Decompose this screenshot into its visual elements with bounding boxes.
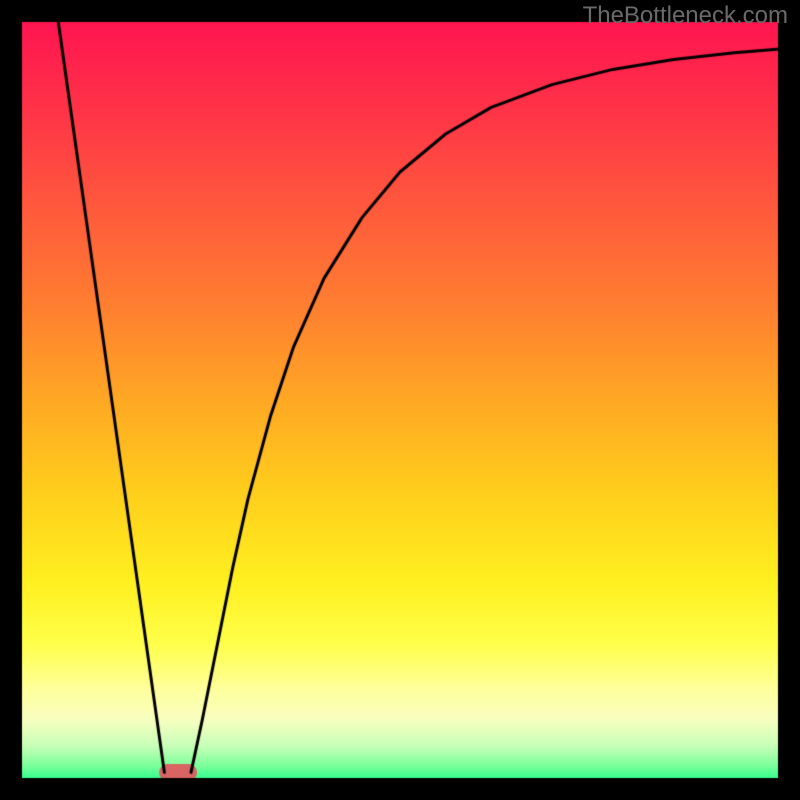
watermark-label: TheBottleneck.com bbox=[583, 2, 788, 30]
bottleneck-chart bbox=[0, 0, 800, 800]
chart-container: TheBottleneck.com bbox=[0, 0, 800, 800]
